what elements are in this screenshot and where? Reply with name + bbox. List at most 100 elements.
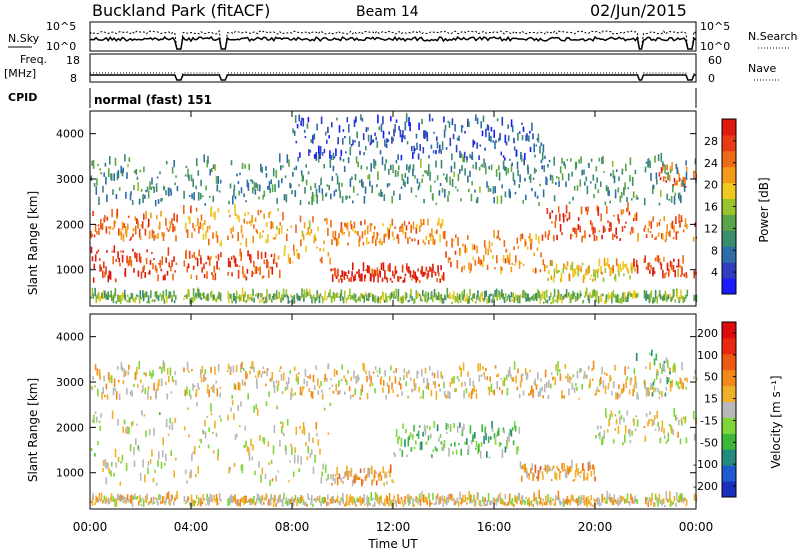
heatmap-cell bbox=[436, 424, 439, 432]
heatmap-cell bbox=[183, 367, 185, 373]
heatmap-cell bbox=[275, 290, 278, 300]
heatmap-cell bbox=[623, 498, 626, 504]
heatmap-cell bbox=[484, 162, 486, 169]
heatmap-cell bbox=[625, 296, 627, 303]
heatmap-cell bbox=[669, 169, 672, 174]
heatmap-cell bbox=[362, 479, 364, 485]
heatmap-cell bbox=[117, 294, 119, 302]
heatmap-cell bbox=[452, 290, 455, 300]
heatmap-cell bbox=[635, 415, 637, 418]
heatmap-cell bbox=[414, 175, 416, 179]
heatmap-cell bbox=[475, 440, 478, 447]
heatmap-cell bbox=[443, 116, 445, 123]
heatmap-cell bbox=[342, 129, 345, 132]
heatmap-cell bbox=[248, 499, 250, 503]
heatmap-cell bbox=[437, 221, 439, 226]
heatmap-cell bbox=[270, 179, 272, 185]
heatmap-cell bbox=[317, 154, 320, 163]
heatmap-cell bbox=[94, 502, 96, 505]
heatmap-cell bbox=[659, 437, 662, 444]
heatmap-cell bbox=[567, 292, 570, 297]
heatmap-cell bbox=[127, 294, 129, 298]
heatmap-cell bbox=[637, 197, 639, 200]
heatmap-cell bbox=[653, 386, 655, 393]
xtick-label: 00:00 bbox=[679, 520, 714, 534]
heatmap-cell bbox=[426, 299, 428, 304]
heatmap-cell bbox=[628, 389, 631, 395]
heatmap-cell bbox=[137, 445, 140, 450]
heatmap-cell bbox=[263, 300, 265, 304]
heatmap-cell bbox=[195, 275, 198, 280]
heatmap-cell bbox=[254, 375, 257, 378]
heatmap-cell bbox=[372, 504, 374, 507]
ytick-label: 1000 bbox=[56, 467, 84, 480]
heatmap-cell bbox=[364, 229, 366, 236]
heatmap-cell bbox=[190, 174, 193, 182]
heatmap-cell bbox=[189, 216, 191, 225]
heatmap-cell bbox=[666, 377, 669, 385]
heatmap-cell bbox=[136, 423, 138, 426]
heatmap-cell bbox=[257, 292, 260, 297]
heatmap-cell bbox=[595, 235, 598, 241]
heatmap-cell bbox=[306, 123, 309, 129]
heatmap-cell bbox=[173, 160, 175, 168]
heatmap-cell bbox=[132, 298, 135, 302]
heatmap-cell bbox=[129, 444, 132, 452]
heatmap-cell bbox=[113, 245, 116, 253]
nave-tick-bottom: 0 bbox=[708, 72, 715, 85]
heatmap-cell bbox=[198, 445, 201, 448]
heatmap-cell bbox=[680, 289, 682, 299]
heatmap-cell bbox=[394, 124, 396, 133]
heatmap-cell bbox=[92, 210, 94, 217]
heatmap-cell bbox=[227, 235, 229, 240]
heatmap-cell bbox=[577, 224, 580, 230]
heatmap-cell bbox=[414, 271, 417, 280]
heatmap-cell bbox=[494, 267, 496, 270]
heatmap-cell bbox=[364, 292, 367, 297]
heatmap-cell bbox=[343, 271, 345, 279]
heatmap-cell bbox=[463, 289, 466, 297]
heatmap-cell bbox=[229, 293, 231, 299]
heatmap-cell bbox=[428, 164, 430, 172]
heatmap-cell bbox=[471, 243, 474, 251]
heatmap-cell bbox=[271, 478, 274, 482]
colorbar-segment bbox=[722, 401, 736, 418]
heatmap-cell bbox=[440, 159, 443, 169]
heatmap-cell bbox=[555, 472, 558, 481]
heatmap-cell bbox=[593, 269, 595, 277]
heatmap-cell bbox=[363, 195, 366, 204]
heatmap-cell bbox=[674, 299, 677, 303]
heatmap-cell bbox=[569, 466, 571, 473]
heatmap-cell bbox=[534, 154, 536, 158]
heatmap-cell bbox=[336, 466, 338, 475]
heatmap-cell bbox=[381, 277, 384, 283]
heatmap-cell bbox=[658, 258, 661, 261]
heatmap-cell bbox=[596, 177, 598, 183]
heatmap-cell bbox=[125, 463, 128, 471]
heatmap-cell bbox=[214, 420, 216, 429]
heatmap-cell bbox=[456, 425, 459, 433]
heatmap-cell bbox=[197, 192, 200, 201]
heatmap-cell bbox=[656, 296, 658, 304]
heatmap-cell bbox=[594, 476, 596, 482]
heatmap-cell bbox=[370, 492, 372, 501]
heatmap-cell bbox=[135, 169, 138, 175]
heatmap-cell bbox=[97, 499, 100, 503]
heatmap-cell bbox=[524, 463, 526, 473]
heatmap-cell bbox=[278, 369, 281, 372]
heatmap-cell bbox=[265, 401, 268, 407]
heatmap-cell bbox=[108, 231, 111, 235]
heatmap-cell bbox=[518, 393, 521, 398]
heatmap-cell bbox=[634, 169, 637, 175]
heatmap-cell bbox=[348, 231, 350, 237]
heatmap-cell bbox=[595, 435, 597, 439]
heatmap-cell bbox=[190, 394, 192, 400]
heatmap-cell bbox=[460, 498, 463, 504]
heatmap-cell bbox=[100, 266, 103, 272]
heatmap-cell bbox=[275, 233, 277, 237]
heatmap-cell bbox=[388, 235, 390, 240]
heatmap-cell bbox=[441, 298, 443, 304]
heatmap-cell bbox=[470, 193, 473, 202]
heatmap-cell bbox=[110, 493, 113, 502]
heatmap-cell bbox=[192, 265, 195, 270]
